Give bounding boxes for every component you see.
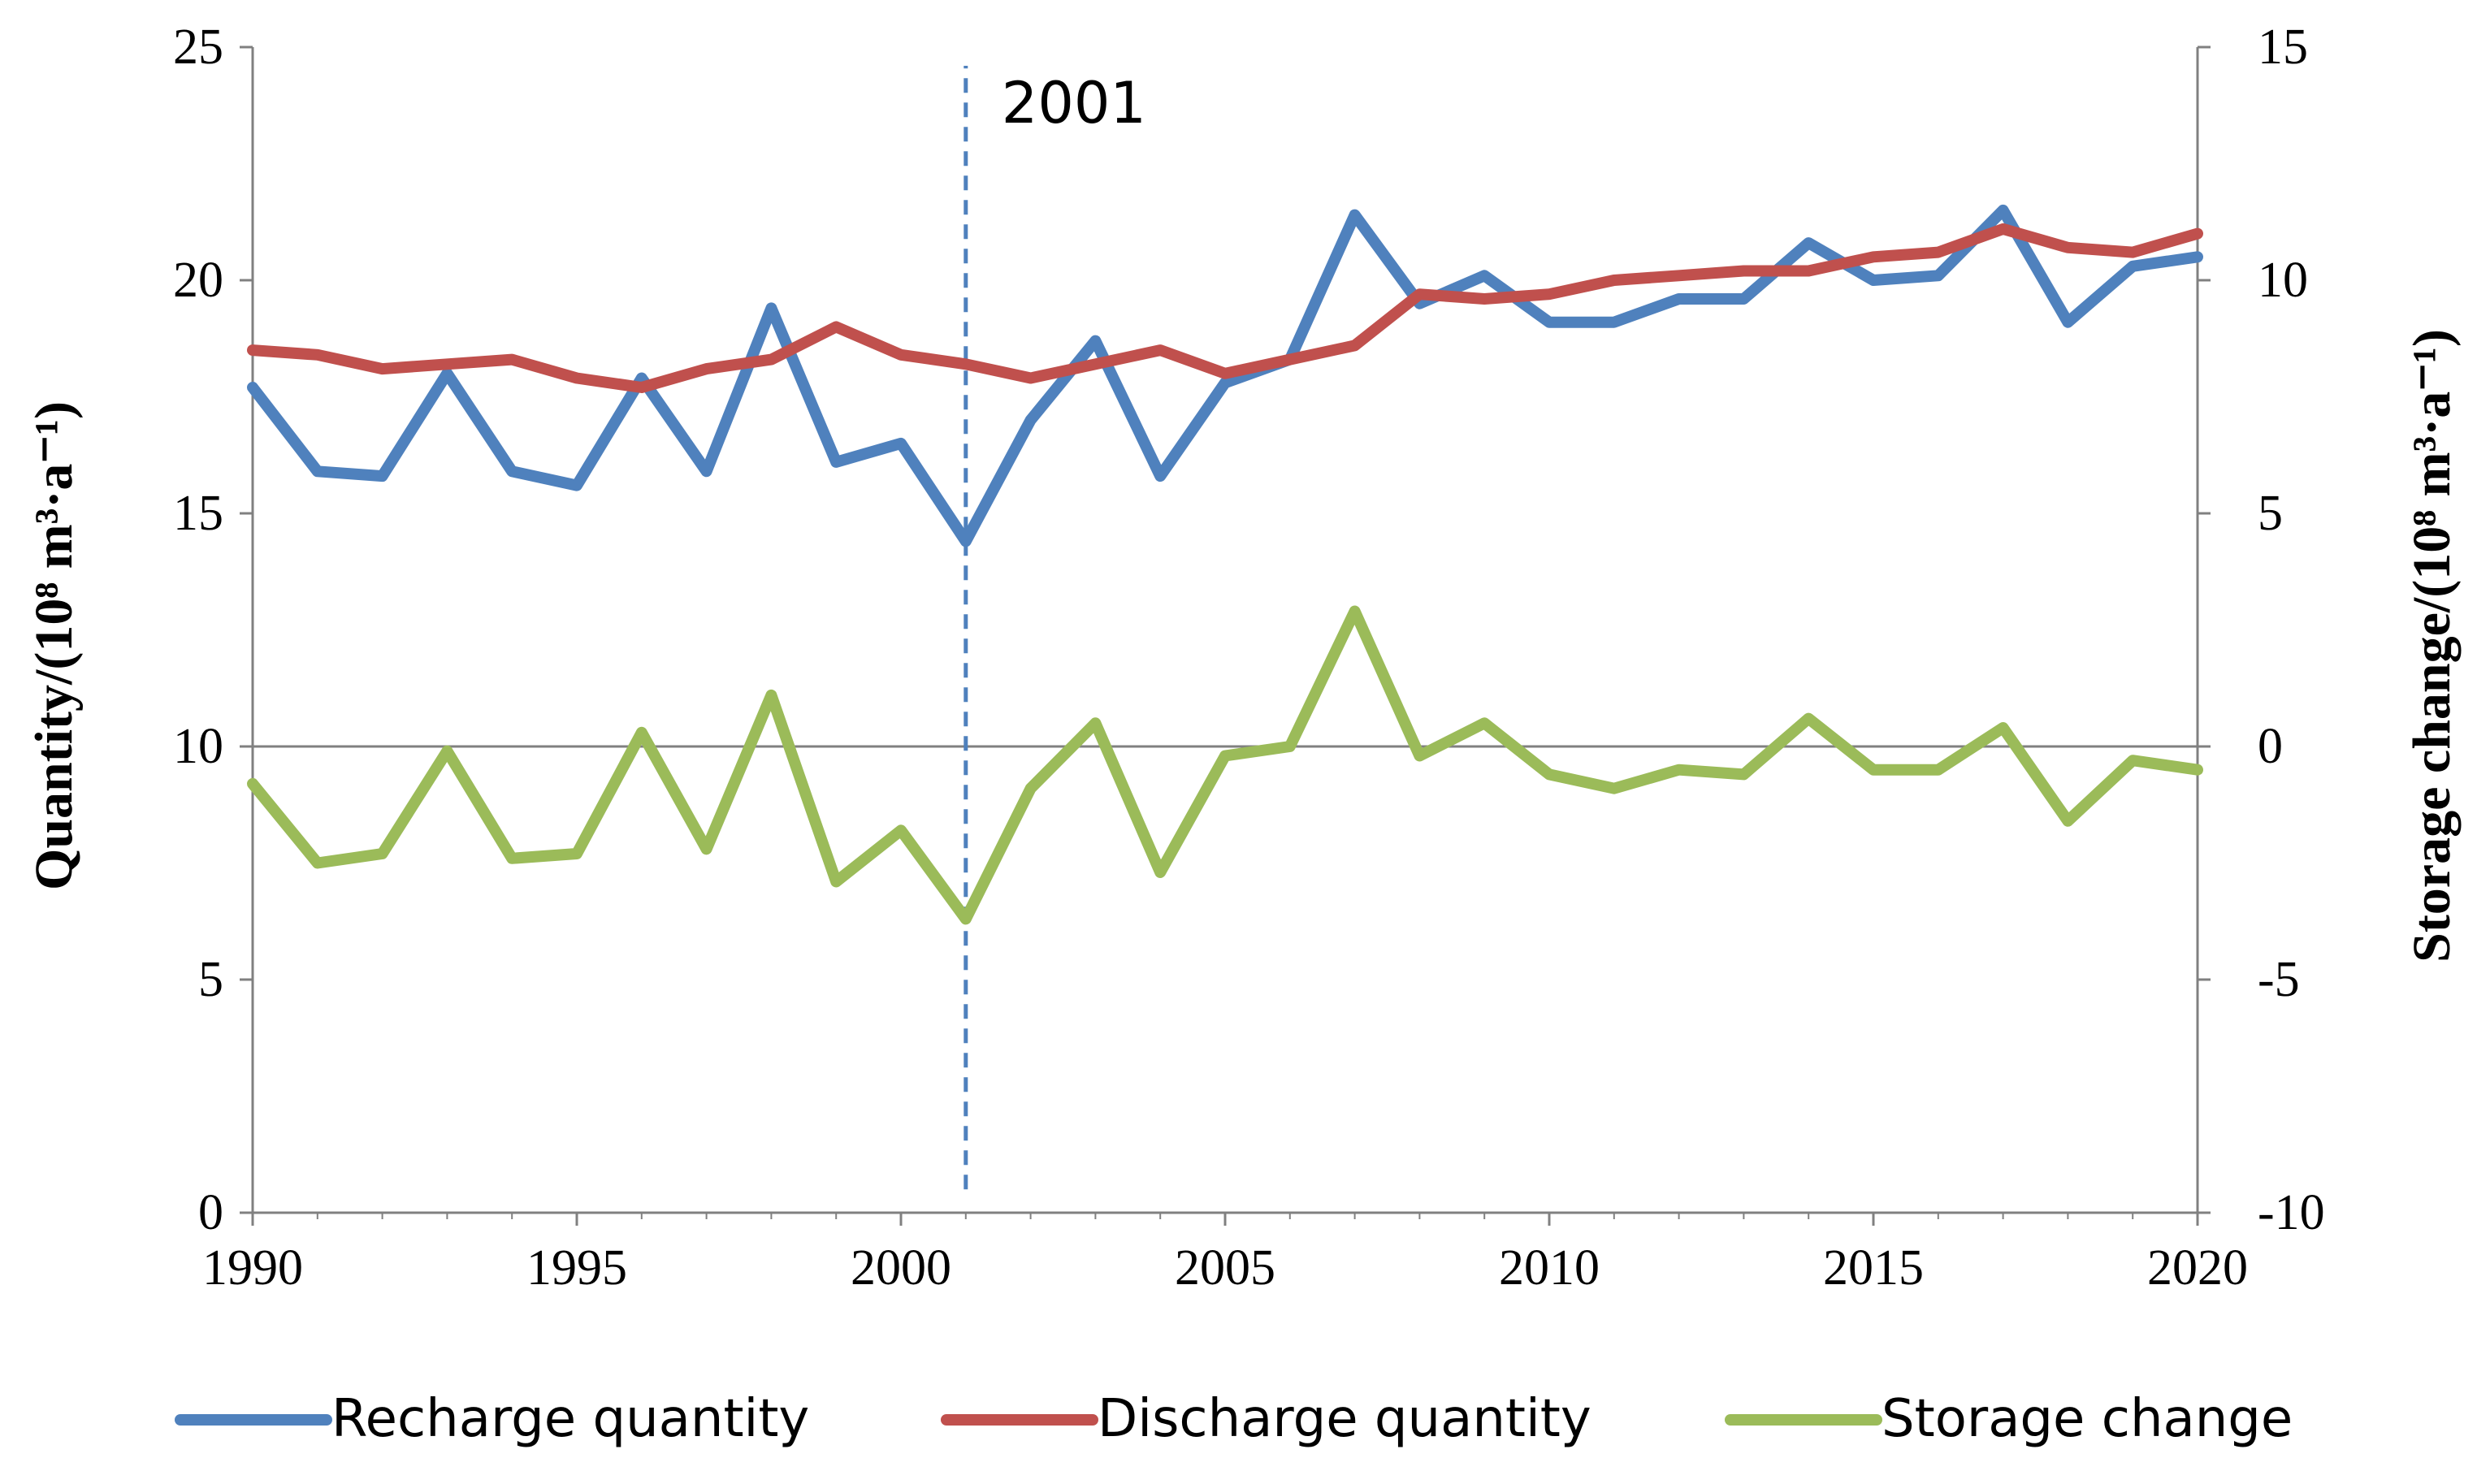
y-left-tick-label: 20 (173, 253, 223, 308)
y-right-tick-label: -5 (2258, 952, 2300, 1007)
y-left-tick-label: 15 (173, 486, 223, 541)
y-left-tick-label: 10 (173, 719, 223, 774)
x-tick-label: 2015 (1823, 1240, 1924, 1296)
y-left-tick-label: 5 (198, 952, 223, 1007)
x-tick-label: 1990 (202, 1240, 303, 1296)
y-right-tick-label: 0 (2258, 719, 2283, 774)
annotation-label: 2001 (1002, 70, 1146, 136)
axes (240, 45, 2211, 1226)
annotations: 2001 (964, 65, 1146, 1190)
axis-titles: Quantity/(10⁸ m³·a⁻¹) Storage change/(10… (24, 329, 2462, 963)
legend: Recharge quantity Discharge quantity Stora… (175, 1389, 2293, 1449)
series-line-storage-change (247, 605, 2203, 925)
x-tick-label: 2010 (1499, 1240, 1600, 1296)
tick-labels: 1990 1995 2000 2005 2010 2015 2020 0 5 10 15 20 25 -1… (173, 19, 2325, 1296)
x-tick-label: 2020 (2147, 1240, 2248, 1296)
y-right-tick-label: 15 (2258, 19, 2308, 75)
y-left-tick-label: 0 (198, 1185, 223, 1240)
x-tick-label: 1995 (526, 1240, 627, 1296)
legend-label-discharge-quantity: Discharge quantity (1098, 1389, 1591, 1449)
y-right-tick-label: 5 (2258, 486, 2283, 541)
y-axis-left-title: Quantity/(10⁸ m³·a⁻¹) (24, 401, 84, 890)
x-tick-label: 2005 (1175, 1240, 1275, 1296)
y-right-tick-label: -10 (2258, 1185, 2325, 1240)
series-line-discharge-quantity (247, 223, 2203, 393)
y-axis-right-title: Storage change/(10⁸ m³·a⁻¹) (2402, 329, 2462, 963)
y-left-tick-label: 25 (173, 19, 223, 75)
series-lines (247, 204, 2203, 925)
legend-label-storage-change: Storage change (1882, 1389, 2293, 1449)
y-right-tick-label: 10 (2258, 253, 2308, 308)
x-tick-label: 2000 (851, 1240, 951, 1296)
legend-label-recharge-quantity: Recharge quantity (331, 1389, 809, 1449)
series-line-recharge-quantity (247, 204, 2203, 547)
